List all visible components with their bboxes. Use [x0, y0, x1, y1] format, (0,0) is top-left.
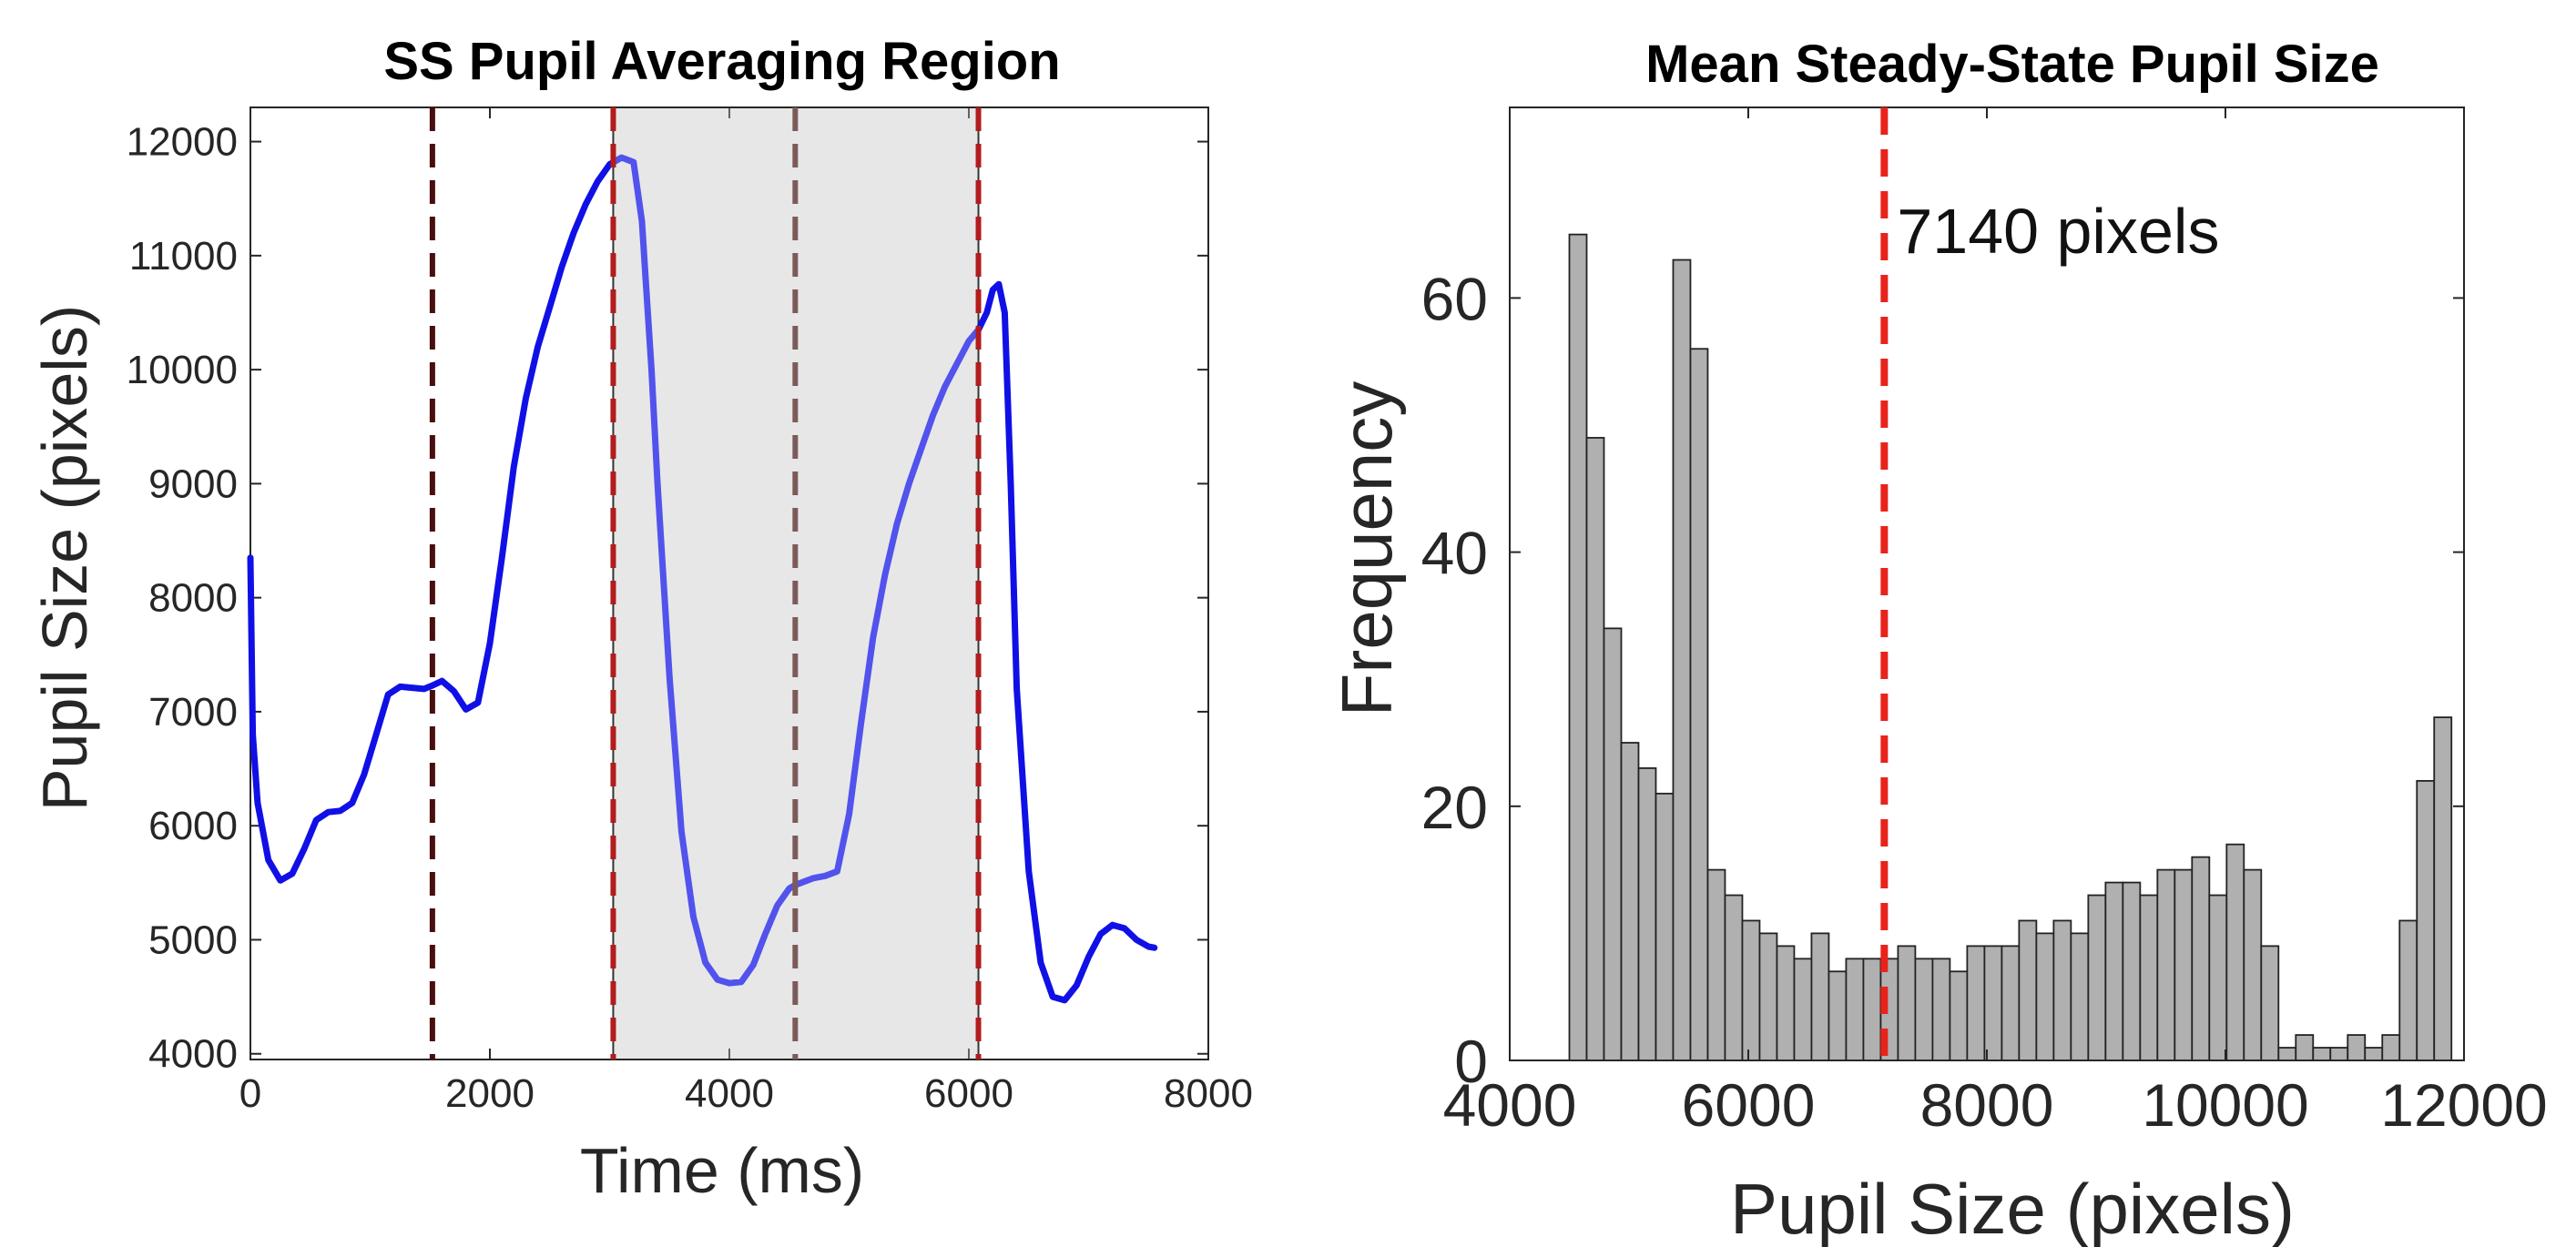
histogram-bar [1655, 792, 1675, 1061]
histogram-bar [1845, 958, 1865, 1061]
left-chart-title: SS Pupil Averaging Region [383, 32, 1060, 91]
y-tick-label: 4000 [148, 1032, 238, 1077]
histogram-bar [1914, 958, 1934, 1061]
histogram-bar [2277, 1047, 2297, 1061]
histogram-bar [2260, 945, 2280, 1061]
y-tick-label: 12000 [127, 120, 238, 165]
histogram-bar [2225, 843, 2245, 1061]
histogram-bar [2416, 779, 2436, 1061]
x-tick-label: 12000 [2380, 1071, 2548, 1139]
histogram-bar [2312, 1047, 2332, 1061]
histogram-bar [1810, 932, 1830, 1061]
x-tick-label: 8000 [1164, 1071, 1253, 1116]
histogram-bar [2104, 881, 2124, 1061]
histogram-bar [2018, 919, 2038, 1061]
histogram-bar [2191, 856, 2211, 1061]
histogram-bar [1585, 437, 1605, 1061]
right-plot-area: 4000 6000 8000 10000 12000 0 20 40 60 7140 pixels [1421, 106, 2548, 1139]
histogram-bar [1776, 945, 1796, 1061]
y-tick-label: 9000 [148, 461, 238, 506]
histogram-bar [2174, 868, 2194, 1061]
histogram-bar [1949, 970, 1969, 1061]
histogram-bar [1931, 958, 1951, 1061]
histogram-bar [2381, 1034, 2401, 1061]
histogram-bar [2087, 894, 2107, 1061]
histogram-bar [1706, 868, 1726, 1061]
x-tick-label: 6000 [1682, 1071, 1816, 1139]
y-tick-label: 5000 [148, 918, 238, 962]
histogram-bar [2295, 1034, 2315, 1061]
histogram-bar [1758, 932, 1778, 1061]
x-tick-label: 6000 [924, 1071, 1013, 1116]
histogram-bar [2070, 932, 2090, 1061]
pupil-size-trace [247, 154, 1158, 1004]
histogram-bar [1966, 945, 1986, 1061]
y-tick-label: 11000 [129, 234, 238, 279]
y-tick-label: 20 [1421, 774, 1488, 841]
y-tick-label: 10000 [127, 348, 238, 392]
x-tick-label: 0 [239, 1071, 261, 1116]
histogram-bar [1603, 627, 1623, 1061]
histogram-bar [1741, 919, 1761, 1061]
histogram-bar [1897, 945, 1917, 1061]
x-tick-label: 8000 [1920, 1071, 2054, 1139]
x-tick-label: 4000 [685, 1071, 774, 1116]
histogram-bar [1793, 958, 1813, 1061]
histogram-bar [2156, 868, 2176, 1061]
histogram-bar [1637, 767, 1657, 1061]
right-chart-title: Mean Steady-State Pupil Size [1645, 35, 2379, 94]
y-tick-label: 60 [1421, 265, 1488, 332]
left-y-axis-label: Pupil Size (pixels) [29, 305, 100, 811]
histogram-bar [1983, 945, 2003, 1061]
histogram-bar [2122, 881, 2142, 1061]
right-x-axis-label: Pupil Size (pixels) [1730, 1169, 2295, 1247]
histogram-bar [2001, 945, 2021, 1061]
histogram-bar [1862, 958, 1882, 1061]
histogram-bar [2035, 932, 2055, 1061]
histogram-bar [2052, 919, 2072, 1061]
histogram-bar [1724, 894, 1744, 1061]
histogram-bar [1689, 348, 1709, 1061]
mean-annotation: 7140 pixels [1897, 196, 2219, 267]
histogram-bar [2433, 716, 2453, 1061]
histogram-bar [2329, 1047, 2349, 1061]
left-plot-area: 0 2000 4000 6000 8000 4000 5000 6000 7000 8000 900… [127, 106, 1253, 1116]
histogram-bar [2347, 1034, 2367, 1061]
left-chart: SS Pupil Averaging Region 0 2000 4000 6000 8… [29, 32, 1253, 1206]
left-x-axis-label: Time (ms) [580, 1135, 864, 1206]
x-tick-label: 4000 [1443, 1071, 1577, 1139]
y-tick-label: 8000 [148, 576, 238, 621]
histogram-bar [1672, 259, 1692, 1061]
y-tick-label: 7000 [148, 690, 238, 735]
histogram-bar [2364, 1047, 2384, 1061]
histogram-bar [2398, 919, 2418, 1061]
y-tick-label: 0 [1454, 1028, 1488, 1095]
histogram-bar [2139, 894, 2159, 1061]
histogram-bar [1620, 742, 1640, 1061]
y-tick-label: 40 [1421, 520, 1488, 587]
x-tick-label: 2000 [445, 1071, 535, 1116]
right-chart: Mean Steady-State Pupil Size 4000 6000 800… [1327, 35, 2548, 1247]
right-y-axis-label: Frequency [1327, 381, 1407, 717]
histogram-bar [2208, 894, 2228, 1061]
y-tick-label: 6000 [148, 804, 238, 848]
x-tick-label: 10000 [2142, 1071, 2309, 1139]
histogram-bar [2243, 868, 2263, 1061]
histogram-bar [1828, 970, 1848, 1061]
histogram-bar [1568, 233, 1588, 1061]
